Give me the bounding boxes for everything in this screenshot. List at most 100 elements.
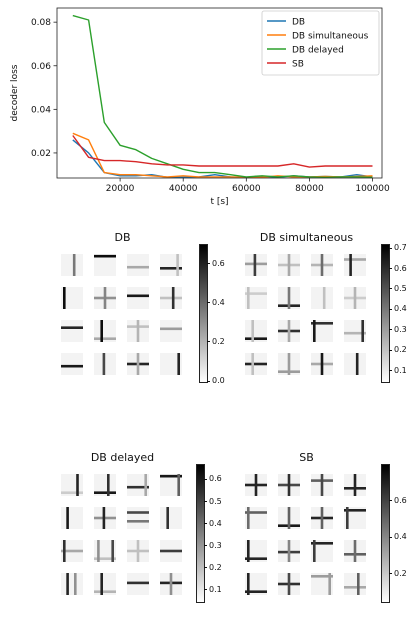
filter-tile-background <box>160 474 182 496</box>
filter-tile <box>127 540 149 562</box>
filter-stroke-h0 <box>344 509 366 512</box>
filter-stroke-v0 <box>353 540 357 562</box>
filter-tile <box>344 320 366 342</box>
filter-stroke-h0 <box>311 575 333 578</box>
filter-stroke-v0 <box>287 507 291 529</box>
filter-tile-image <box>245 287 267 309</box>
filter-tile <box>344 540 366 562</box>
filter-tile-image <box>344 254 366 276</box>
filter-tile <box>94 320 116 342</box>
filter-tile-image <box>344 287 366 309</box>
filter-tile <box>311 254 333 276</box>
x-tick-label-1: 40000 <box>169 184 198 194</box>
filter-tile <box>245 540 267 562</box>
filter-tile <box>61 287 83 309</box>
filter-stroke-h0 <box>344 258 366 261</box>
filter-tile <box>278 254 300 276</box>
filter-stroke-h0 <box>94 337 116 340</box>
filter-tile <box>94 287 116 309</box>
plot-frame <box>56 7 383 179</box>
filter-tile <box>61 353 83 375</box>
filter-stroke-v0 <box>320 353 324 375</box>
filter-tile-background <box>160 353 182 375</box>
filter-stroke-v0 <box>63 287 66 309</box>
filter-tile-image <box>311 320 333 342</box>
filter-tile <box>160 320 182 342</box>
filter-stroke-h0 <box>127 511 149 514</box>
filter-stroke-v0 <box>177 474 180 496</box>
filter-tile-image <box>311 507 333 529</box>
filter-stroke-h0 <box>94 254 116 258</box>
filter-tile-background <box>61 320 83 342</box>
filter-stroke-v0 <box>247 573 250 595</box>
filter-tile <box>245 507 267 529</box>
filter-stroke-v0 <box>355 353 359 375</box>
filter-stroke-h0 <box>127 294 149 298</box>
filter-tile-image <box>311 540 333 562</box>
colorbar-tick-label: 0.5 <box>204 496 222 506</box>
filter-tile-image <box>344 507 366 529</box>
colorbar-tick-label: 0.6 <box>204 474 222 484</box>
filter-tile-background <box>344 254 366 276</box>
legend-label-2: DB delayed <box>292 46 344 56</box>
filter-tile-background <box>94 573 116 595</box>
filter-tile-image <box>344 320 366 342</box>
filter-stroke-h0 <box>311 322 333 325</box>
filter-tile <box>94 254 116 276</box>
filter-tile-image <box>278 507 300 529</box>
filter-stroke-v0 <box>287 474 291 496</box>
filter-tile-image <box>160 540 182 562</box>
filter-tile-image <box>160 254 182 276</box>
filter-tile-image <box>61 573 83 595</box>
colorbar-gradient <box>381 244 390 383</box>
y-tick-label-1: 0.04 <box>31 105 51 115</box>
filter-tile-image <box>160 287 182 309</box>
filter-stroke-v0 <box>328 573 331 595</box>
filter-tile <box>61 507 83 529</box>
filter-tile-background <box>61 507 83 529</box>
filter-tile-background <box>344 320 366 342</box>
colorbar-tick-label: 0.6 <box>389 495 407 505</box>
filter-tile <box>94 353 116 375</box>
filter-stroke-h0 <box>344 586 366 589</box>
filter-stroke-v0 <box>136 353 140 375</box>
y-tick-label-0: 0.02 <box>31 149 51 159</box>
filter-tile <box>311 573 333 595</box>
filter-tile-image <box>94 353 116 375</box>
colorbar-tick-label: 0.3 <box>389 324 407 334</box>
filter-tile-background <box>160 320 182 342</box>
filter-stroke-h0 <box>127 581 149 585</box>
colorbar-tick-label: 0.4 <box>207 297 225 307</box>
filter-stroke-v0 <box>166 507 169 529</box>
filter-stroke-v0 <box>63 540 66 562</box>
filter-stroke-v0 <box>320 507 324 529</box>
filter-stroke-h0 <box>94 557 116 560</box>
filter-tile-image <box>127 474 149 496</box>
filter-stroke-v0 <box>247 507 250 529</box>
filter-tile-image <box>61 254 83 276</box>
filter-tile <box>278 573 300 595</box>
filter-tile <box>94 540 116 562</box>
filter-tile-background <box>245 573 267 595</box>
filter-tile-image <box>160 507 182 529</box>
y-axis-label: decoder loss <box>10 64 20 121</box>
filter-stroke-h0 <box>245 557 267 560</box>
filter-tile <box>160 287 182 309</box>
line-chart: 20000 40000 60000 80000 100000 0.02 0.04 0.06 0.… <box>10 7 390 207</box>
colorbar-tick-label: 0.4 <box>204 518 222 528</box>
filter-tile-background <box>311 573 333 595</box>
heatmap-title-db-delayed: DB delayed <box>90 451 155 464</box>
legend-box <box>261 10 380 76</box>
filter-tile <box>311 287 333 309</box>
filter-tile <box>127 320 149 342</box>
filter-tile-background <box>245 320 267 342</box>
filter-tile <box>160 540 182 562</box>
filter-stroke-v0 <box>353 474 357 496</box>
filter-tile-background <box>344 353 366 375</box>
filter-tile-image <box>278 320 300 342</box>
filter-stroke-v0 <box>136 320 140 342</box>
filter-tile-background <box>61 287 83 309</box>
filter-tile-image <box>344 474 366 496</box>
colorbar-tick-label: 0.6 <box>389 263 407 273</box>
filter-stroke-h0 <box>127 485 149 489</box>
